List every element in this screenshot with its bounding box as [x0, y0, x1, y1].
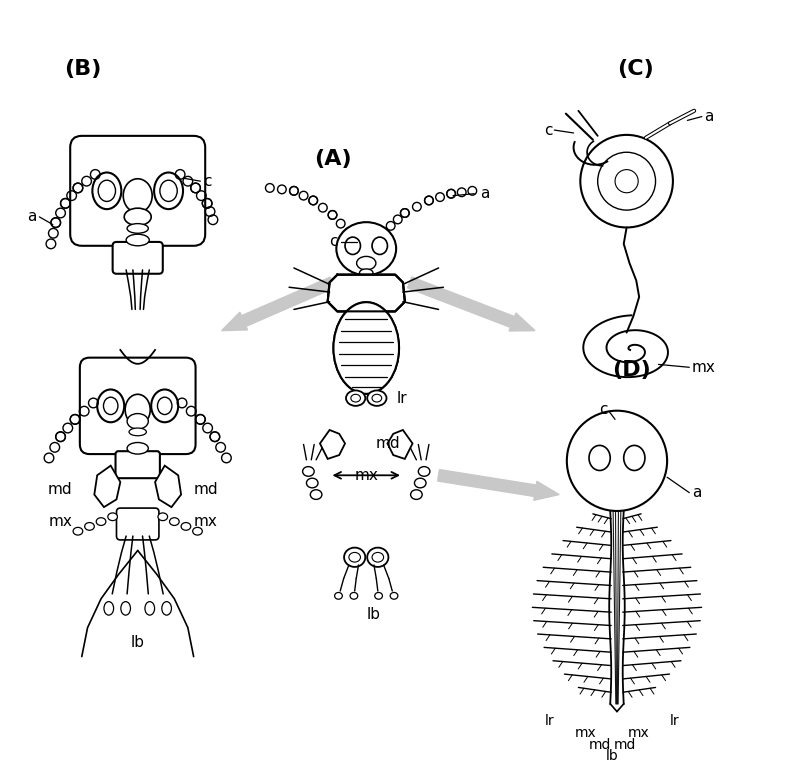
Circle shape — [567, 411, 667, 511]
Polygon shape — [94, 465, 120, 507]
Ellipse shape — [334, 303, 399, 393]
Text: lr: lr — [545, 714, 554, 728]
Text: lb: lb — [367, 607, 381, 623]
Text: a: a — [692, 485, 702, 500]
Ellipse shape — [624, 445, 645, 471]
Text: c: c — [599, 402, 607, 417]
Ellipse shape — [367, 548, 389, 567]
Text: mx: mx — [627, 726, 649, 740]
Text: c: c — [544, 122, 552, 138]
Ellipse shape — [359, 269, 373, 277]
Polygon shape — [320, 430, 345, 459]
Text: md: md — [376, 436, 401, 451]
Text: mx: mx — [48, 514, 72, 529]
Ellipse shape — [302, 467, 314, 476]
Text: lr: lr — [397, 390, 408, 406]
Ellipse shape — [344, 548, 366, 567]
Text: a: a — [704, 109, 713, 124]
Text: lb: lb — [606, 749, 618, 763]
Ellipse shape — [414, 478, 426, 488]
Text: md: md — [47, 482, 72, 497]
Ellipse shape — [367, 390, 386, 406]
FancyBboxPatch shape — [115, 452, 160, 478]
Ellipse shape — [73, 527, 82, 535]
Ellipse shape — [310, 490, 322, 500]
FancyBboxPatch shape — [117, 508, 159, 540]
Ellipse shape — [127, 224, 148, 233]
Text: (B): (B) — [65, 59, 102, 79]
Ellipse shape — [193, 527, 202, 535]
Text: mx: mx — [354, 468, 378, 483]
Ellipse shape — [127, 442, 148, 454]
FancyArrow shape — [407, 277, 535, 331]
Text: lb: lb — [130, 636, 145, 650]
Polygon shape — [328, 275, 405, 312]
Ellipse shape — [334, 303, 399, 393]
Ellipse shape — [92, 173, 122, 209]
FancyBboxPatch shape — [113, 242, 162, 274]
Ellipse shape — [127, 413, 148, 429]
Ellipse shape — [121, 601, 130, 615]
Text: (D): (D) — [612, 360, 651, 380]
Ellipse shape — [125, 394, 150, 425]
Ellipse shape — [145, 601, 154, 615]
Polygon shape — [387, 430, 413, 459]
Ellipse shape — [98, 390, 124, 422]
Ellipse shape — [104, 601, 114, 615]
Ellipse shape — [374, 592, 382, 599]
Ellipse shape — [334, 592, 342, 599]
Text: mx: mx — [194, 514, 218, 529]
Ellipse shape — [350, 592, 358, 599]
Ellipse shape — [589, 445, 610, 471]
Text: (A): (A) — [314, 149, 351, 170]
Ellipse shape — [126, 235, 150, 246]
Ellipse shape — [357, 257, 376, 270]
FancyArrow shape — [222, 277, 335, 331]
Text: (C): (C) — [617, 59, 654, 79]
Text: a: a — [27, 209, 37, 225]
FancyBboxPatch shape — [80, 358, 195, 454]
Ellipse shape — [410, 490, 422, 500]
Ellipse shape — [346, 390, 366, 406]
Ellipse shape — [390, 592, 398, 599]
Ellipse shape — [108, 513, 118, 520]
Ellipse shape — [158, 513, 167, 520]
Ellipse shape — [151, 390, 178, 422]
Text: c: c — [203, 173, 212, 189]
Text: mx: mx — [575, 726, 597, 740]
Ellipse shape — [181, 523, 190, 530]
Ellipse shape — [162, 601, 171, 615]
Ellipse shape — [96, 518, 106, 526]
Ellipse shape — [85, 523, 94, 530]
Circle shape — [580, 135, 673, 228]
Ellipse shape — [418, 467, 430, 476]
Text: mx: mx — [691, 360, 715, 375]
Ellipse shape — [154, 173, 183, 209]
Text: md: md — [614, 737, 636, 752]
FancyBboxPatch shape — [70, 136, 206, 246]
Text: c: c — [329, 235, 338, 249]
Ellipse shape — [170, 518, 179, 526]
Text: md: md — [194, 482, 218, 497]
Ellipse shape — [124, 208, 151, 225]
Ellipse shape — [123, 179, 152, 212]
Text: lr: lr — [670, 714, 680, 728]
Ellipse shape — [336, 222, 396, 275]
Ellipse shape — [129, 428, 146, 435]
Text: a: a — [480, 186, 490, 201]
Text: md: md — [589, 737, 611, 752]
Polygon shape — [155, 465, 181, 507]
Ellipse shape — [306, 478, 318, 488]
FancyArrow shape — [438, 470, 559, 500]
